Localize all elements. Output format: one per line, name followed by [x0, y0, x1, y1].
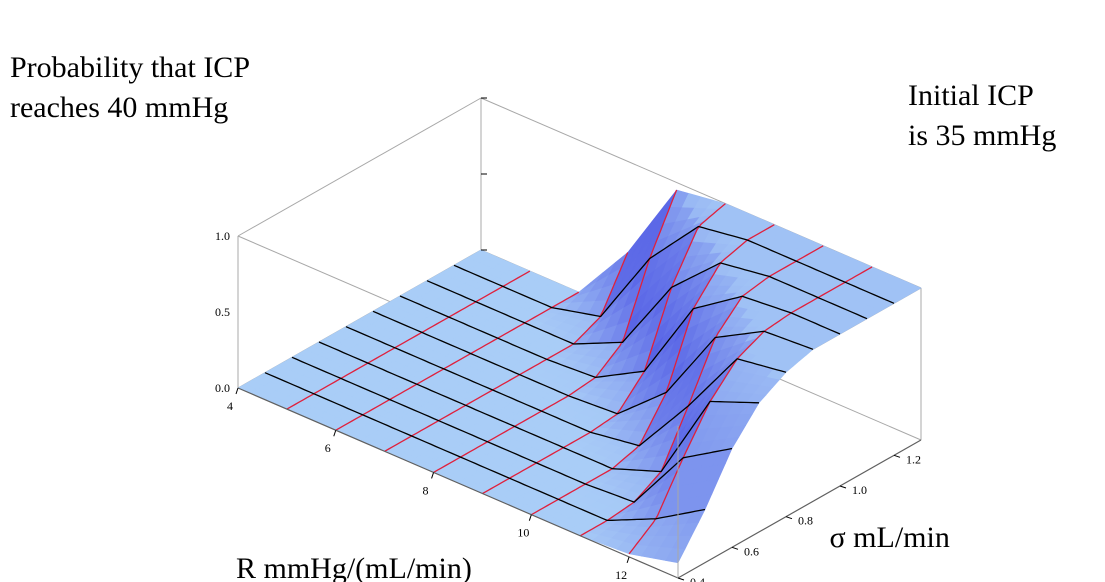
y-tick-label: 0.4: [690, 575, 705, 582]
x-tick-label: 6: [325, 441, 331, 455]
x-tick-label: 12: [615, 568, 627, 582]
x-tick: [626, 556, 630, 564]
bounding-box-front: [237, 387, 922, 579]
x-tick: [431, 472, 435, 479]
mesh-line-r: [286, 270, 531, 410]
box-edge-front: [237, 387, 679, 579]
mesh-line-sigma: [426, 262, 868, 345]
box-edge: [237, 97, 482, 237]
mesh-line-r: [433, 189, 678, 473]
annotation-right: Initial ICP is 35 mmHg: [908, 76, 1056, 156]
y-tick: [893, 454, 901, 458]
y-tick-label: 1.2: [906, 452, 921, 466]
mesh-line-sigma: [372, 310, 814, 415]
mesh-line-sigma: [399, 295, 841, 379]
y-tick: [839, 485, 847, 489]
mesh-line-r: [482, 203, 726, 495]
annotation-left-line1: Probability that ICP: [10, 51, 250, 84]
y-tick: [785, 516, 793, 520]
surface-patch: [665, 548, 686, 564]
mesh-line-r: [628, 266, 873, 555]
annotation-right-line1: Initial ICP: [908, 79, 1034, 112]
y-tick-label: 1.0: [852, 483, 867, 497]
x-tick-label: 8: [423, 483, 429, 497]
z-tick-label: 1.0: [215, 229, 230, 243]
y-tick-label: 0.8: [798, 514, 813, 528]
mesh-line-r: [530, 224, 775, 516]
mesh-line-r: [579, 245, 824, 537]
annotation-left: Probability that ICP reaches 40 mmHg: [10, 48, 250, 128]
y-tick: [677, 577, 685, 581]
x-tick: [528, 514, 532, 521]
mesh-line-r: [335, 291, 580, 431]
annotation-right-line2: is 35 mmHg: [908, 119, 1057, 152]
mesh-line-sigma: [291, 356, 733, 503]
x-axis-title: R mmHg/(mL/min): [236, 552, 472, 582]
mesh-line-sigma: [264, 372, 706, 522]
mesh-line-sigma: [318, 341, 760, 473]
box-edge-front: [677, 439, 922, 579]
mesh-line-sigma: [345, 326, 787, 447]
y-tick-label: 0.6: [744, 544, 759, 558]
mesh-line-r: [384, 252, 629, 452]
y-axis-title: σ mL/min: [830, 521, 950, 554]
surface: [237, 189, 922, 564]
x-tick: [333, 430, 337, 437]
x-tick-label: 10: [517, 526, 529, 540]
x-tick: [235, 387, 239, 395]
axis-ticks: 4 6 8 10 12 0.4 0.6 0.8 1.0 1.2 0.0 0.5 1.0: [215, 97, 921, 582]
z-tick-label: 0.5: [215, 305, 230, 319]
y-tick: [731, 546, 739, 550]
mesh-lines: [264, 189, 895, 555]
z-tick-label: 0.0: [215, 381, 230, 395]
annotation-left-line2: reaches 40 mmHg: [10, 91, 229, 124]
x-tick-label: 4: [227, 399, 233, 413]
mesh-line-sigma: [453, 225, 895, 318]
